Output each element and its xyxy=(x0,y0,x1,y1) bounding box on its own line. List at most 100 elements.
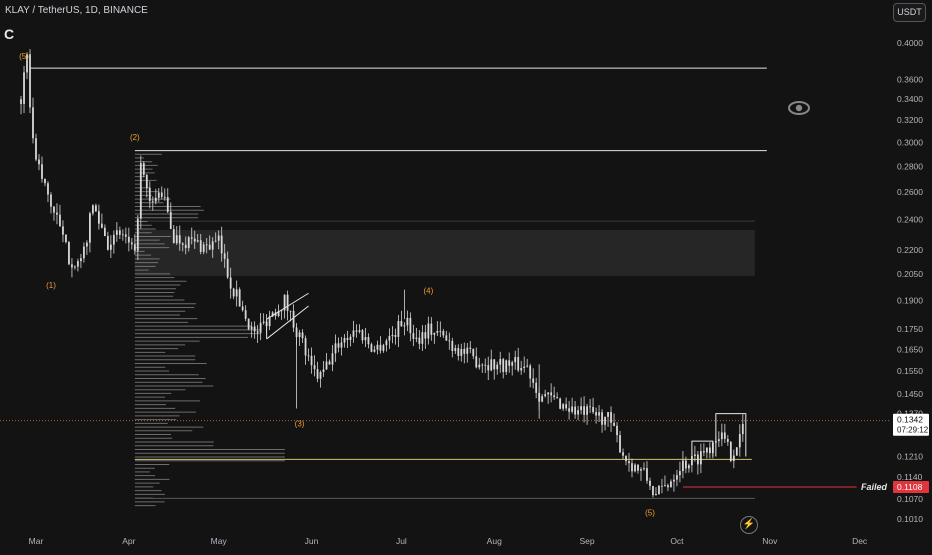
candle-body xyxy=(720,432,723,440)
candle-body xyxy=(517,357,520,371)
candle-body xyxy=(598,412,600,416)
candle-body xyxy=(193,238,196,242)
candle-body xyxy=(490,359,493,371)
candle-body xyxy=(451,341,454,351)
candle-body xyxy=(586,406,588,415)
candle-body xyxy=(175,235,178,244)
candle-body xyxy=(637,464,639,471)
candle-body xyxy=(699,451,702,465)
candle-body xyxy=(50,194,52,207)
lightning-icon[interactable]: ⚡ xyxy=(740,516,758,534)
candle-body xyxy=(80,258,82,262)
x-tick-label: Aug xyxy=(487,536,502,546)
candle-body xyxy=(577,410,579,415)
candle-body xyxy=(556,397,559,399)
candle-body xyxy=(382,345,385,351)
candle-body xyxy=(427,323,430,339)
candle-body xyxy=(723,432,726,439)
candle-body xyxy=(571,406,574,412)
candle-body xyxy=(310,355,313,366)
candle-body xyxy=(199,240,202,252)
candle-body xyxy=(20,99,22,104)
candle-body xyxy=(115,230,118,235)
candle-body xyxy=(232,288,235,297)
candle-body xyxy=(376,344,379,350)
candle-body xyxy=(499,359,502,365)
candle-body xyxy=(283,294,286,311)
candle-body xyxy=(406,317,409,326)
candle-body xyxy=(574,406,576,415)
candle-body xyxy=(229,277,232,289)
candle-body xyxy=(457,348,460,356)
candle-body xyxy=(442,331,445,336)
candle-body xyxy=(439,331,442,332)
y-tick-label: 0.1650 xyxy=(897,344,923,354)
candle-body xyxy=(397,320,400,337)
candle-body xyxy=(553,395,556,398)
candle-body xyxy=(436,331,439,333)
currency-button[interactable]: USDT xyxy=(893,3,926,22)
candle-body xyxy=(481,364,484,366)
candle-body xyxy=(526,365,529,367)
y-tick-label: 0.3200 xyxy=(897,115,923,125)
x-tick-label: Nov xyxy=(762,536,778,546)
candle-body xyxy=(619,435,621,453)
chart-letter: C xyxy=(4,26,15,42)
candle-body xyxy=(568,408,571,412)
pattern-box xyxy=(715,413,747,457)
candle-body xyxy=(511,362,514,366)
candle-body xyxy=(268,316,271,327)
candle-body xyxy=(696,454,699,465)
candle-body xyxy=(100,223,103,228)
candle-body xyxy=(118,230,121,235)
eye-icon[interactable] xyxy=(788,99,810,117)
candle-body xyxy=(679,471,681,476)
candle-body xyxy=(355,330,358,332)
candle-body xyxy=(337,343,340,348)
candle-body xyxy=(346,338,349,340)
candle-body xyxy=(154,197,157,202)
candle-body xyxy=(532,378,535,383)
candle-body xyxy=(433,332,436,335)
candle-body xyxy=(226,258,229,278)
candle-body xyxy=(496,364,499,370)
wave-label: (5) xyxy=(645,509,655,518)
candle-body xyxy=(127,236,130,243)
candle-body xyxy=(259,322,262,333)
candle-body xyxy=(97,211,100,224)
candle-body xyxy=(56,212,58,215)
candle-body xyxy=(23,72,25,104)
candle-body xyxy=(595,412,597,416)
candle-body xyxy=(166,197,169,212)
current-price-value: 0.1342 xyxy=(897,415,923,425)
candle-body xyxy=(190,237,193,239)
candle-body xyxy=(223,253,226,259)
candle-body xyxy=(583,406,585,415)
candle-body xyxy=(106,236,109,250)
candle-body xyxy=(472,348,475,357)
candle-body xyxy=(92,205,94,214)
candle-body xyxy=(589,406,591,408)
candle-body xyxy=(217,235,220,241)
candle-body xyxy=(367,336,370,345)
candle-body xyxy=(214,240,217,242)
candle-body xyxy=(493,359,496,370)
candle-body xyxy=(133,244,136,251)
supply-zone xyxy=(134,229,755,276)
candle-body xyxy=(322,369,325,373)
candle-body xyxy=(373,349,376,352)
candle-body xyxy=(349,336,352,340)
candle-body xyxy=(316,369,319,379)
y-tick-label: 0.3600 xyxy=(897,74,923,84)
candle-body xyxy=(256,331,259,333)
symbol-title[interactable]: KLAY / TetherUS, 1D, BINANCE xyxy=(5,5,148,16)
candle-body xyxy=(741,423,744,435)
y-tick-label: 0.2200 xyxy=(897,245,923,255)
candle-body xyxy=(163,196,166,198)
candle-body xyxy=(298,332,301,338)
candle-body xyxy=(253,326,256,332)
candle-body xyxy=(502,359,505,372)
candle-body xyxy=(400,320,403,327)
